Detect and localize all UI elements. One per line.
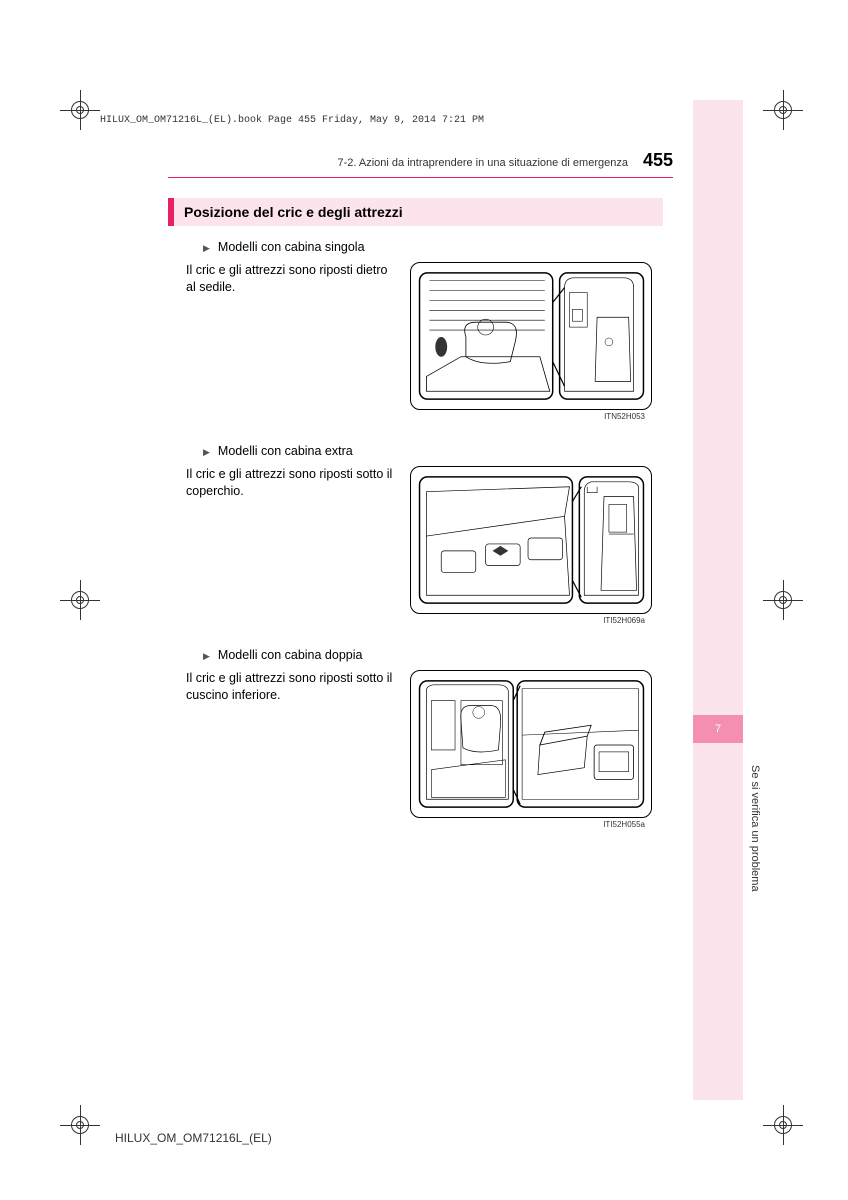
- model-figure: ITI52H055a: [410, 670, 652, 818]
- figure-id: ITI52H055a: [603, 820, 645, 829]
- model-label: Modelli con cabina singola: [203, 240, 663, 254]
- page-header: 7-2. Azioni da intraprendere in una situ…: [168, 150, 673, 178]
- model-block: Modelli con cabina singola Il cric e gli…: [168, 240, 663, 410]
- model-text: Il cric e gli attrezzi sono riposti sott…: [168, 670, 398, 818]
- print-header-line: HILUX_OM_OM71216L_(EL).book Page 455 Fri…: [100, 115, 484, 126]
- crop-mark: [763, 1105, 803, 1145]
- model-block: Modelli con cabina doppia Il cric e gli …: [168, 648, 663, 818]
- section-path: 7-2. Azioni da intraprendere in una situ…: [337, 157, 627, 169]
- chapter-sidebar: 7 Se si verifica un problema: [693, 100, 743, 1100]
- crop-mark: [60, 90, 100, 130]
- section-heading: Posizione del cric e degli attrezzi: [168, 198, 663, 226]
- model-label: Modelli con cabina doppia: [203, 648, 663, 662]
- model-figure: ITN52H053: [410, 262, 652, 410]
- page-number: 455: [643, 150, 673, 171]
- crop-mark: [763, 90, 803, 130]
- chapter-tab: 7: [693, 715, 743, 743]
- page-content: Posizione del cric e degli attrezzi Mode…: [168, 198, 663, 852]
- figure-id: ITN52H053: [604, 412, 645, 421]
- model-block: Modelli con cabina extra Il cric e gli a…: [168, 444, 663, 614]
- crop-mark: [763, 580, 803, 620]
- figure-id: ITI52H069a: [603, 616, 645, 625]
- model-figure: ITI52H069a: [410, 466, 652, 614]
- footer-doc-id: HILUX_OM_OM71216L_(EL): [115, 1131, 272, 1145]
- model-label: Modelli con cabina extra: [203, 444, 663, 458]
- crop-mark: [60, 1105, 100, 1145]
- model-text: Il cric e gli attrezzi sono riposti diet…: [168, 262, 398, 410]
- chapter-title-vertical: Se si verifica un problema: [711, 765, 761, 892]
- crop-mark: [60, 580, 100, 620]
- model-text: Il cric e gli attrezzi sono riposti sott…: [168, 466, 398, 614]
